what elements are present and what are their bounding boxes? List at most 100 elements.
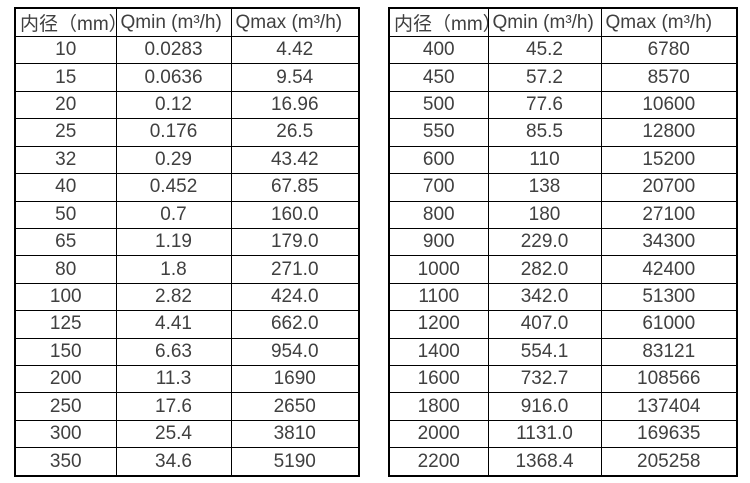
table-cell: 25: [14, 118, 117, 147]
table-row: 1000 282.0 42400: [388, 255, 738, 284]
table-cell: 424.0: [230, 282, 360, 312]
table-cell: 15200: [600, 145, 738, 175]
table-row: 700 138 20700: [388, 173, 738, 202]
table-cell: 2650: [230, 392, 360, 421]
table-cell: 6.63: [115, 337, 232, 367]
table-row: 550 85.5 12800: [388, 118, 738, 147]
table-cell: 83121: [600, 337, 738, 367]
table-cell: 43.42: [230, 145, 360, 175]
table-cell: 67.85: [230, 173, 360, 202]
table-cell: 0.7: [115, 200, 232, 229]
table-cell: 0.29: [115, 145, 232, 175]
table-cell: 1.8: [115, 255, 232, 284]
table-row: 125 4.41 662.0: [14, 310, 360, 339]
table-cell: 34300: [600, 227, 738, 257]
table-cell: 10: [14, 35, 117, 65]
table-cell: 137404: [600, 392, 738, 421]
table-cell: 2200: [388, 447, 489, 477]
table-cell: 10600: [600, 90, 738, 120]
table-cell: 160.0: [230, 200, 360, 229]
table-cell: 0.0636: [115, 63, 232, 92]
table-cell: 20: [14, 90, 117, 120]
header-qmin: Qmin (m³/h): [487, 7, 602, 37]
table-row: 65 1.19 179.0: [14, 227, 360, 257]
table-row: 32 0.29 43.42: [14, 145, 360, 175]
table-cell: 1400: [388, 337, 489, 367]
table-cell: 40: [14, 173, 117, 202]
table-cell: 42400: [600, 255, 738, 284]
table-cell: 0.176: [115, 118, 232, 147]
table-cell: 2000: [388, 419, 489, 449]
table-cell: 80: [14, 255, 117, 284]
table-row: 1400 554.1 83121: [388, 337, 738, 367]
table-cell: 57.2: [487, 63, 602, 92]
table-row: 200 11.3 1690: [14, 365, 360, 394]
table-cell: 4.41: [115, 310, 232, 339]
table-cell: 3810: [230, 419, 360, 449]
table-cell: 6780: [600, 35, 738, 65]
header-qmax: Qmax (m³/h): [230, 7, 360, 37]
table-cell: 1100: [388, 282, 489, 312]
table-row: 25 0.176 26.5: [14, 118, 360, 147]
table-body: 10 0.0283 4.42 15 0.0636 9.54 20 0.12 16.96 25 0.1…: [14, 35, 360, 477]
table-cell: 229.0: [487, 227, 602, 257]
table-cell: 32: [14, 145, 117, 175]
table-cell: 1131.0: [487, 419, 602, 449]
table-cell: 500: [388, 90, 489, 120]
table-cell: 800: [388, 200, 489, 229]
table-row: 1200 407.0 61000: [388, 310, 738, 339]
table-row: 10 0.0283 4.42: [14, 35, 360, 65]
table-cell: 250: [14, 392, 117, 421]
table-cell: 179.0: [230, 227, 360, 257]
table-cell: 282.0: [487, 255, 602, 284]
table-cell: 300: [14, 419, 117, 449]
table-row: 2200 1368.4 205258: [388, 447, 738, 477]
table-row: 500 77.6 10600: [388, 90, 738, 120]
table-row: 20 0.12 16.96: [14, 90, 360, 120]
table-cell: 108566: [600, 365, 738, 394]
table-cell: 125: [14, 310, 117, 339]
table-header-row: 内径（mm） Qmin (m³/h) Qmax (m³/h): [14, 7, 360, 37]
table-row: 100 2.82 424.0: [14, 282, 360, 312]
table-cell: 51300: [600, 282, 738, 312]
table-cell: 5190: [230, 447, 360, 477]
table-cell: 25.4: [115, 419, 232, 449]
table-cell: 15: [14, 63, 117, 92]
table-cell: 11.3: [115, 365, 232, 394]
table-cell: 12800: [600, 118, 738, 147]
table-cell: 138: [487, 173, 602, 202]
table-cell: 17.6: [115, 392, 232, 421]
table-cell: 1368.4: [487, 447, 602, 477]
table-row: 50 0.7 160.0: [14, 200, 360, 229]
table-row: 2000 1131.0 169635: [388, 419, 738, 449]
table-cell: 1800: [388, 392, 489, 421]
table-row: 40 0.452 67.85: [14, 173, 360, 202]
table-cell: 9.54: [230, 63, 360, 92]
table-cell: 0.12: [115, 90, 232, 120]
table-cell: 900: [388, 227, 489, 257]
header-inner-diameter: 内径（mm）: [388, 7, 489, 37]
table-row: 250 17.6 2650: [14, 392, 360, 421]
table-cell: 8570: [600, 63, 738, 92]
table-cell: 271.0: [230, 255, 360, 284]
table-cell: 27100: [600, 200, 738, 229]
table-cell: 1.19: [115, 227, 232, 257]
table-row: 900 229.0 34300: [388, 227, 738, 257]
table-cell: 1600: [388, 365, 489, 394]
table-row: 15 0.0636 9.54: [14, 63, 360, 92]
table-row: 80 1.8 271.0: [14, 255, 360, 284]
flow-spec-table-large-diameter: 内径（mm） Qmin (m³/h) Qmax (m³/h) 40045.267…: [388, 7, 738, 477]
flow-spec-table-small-diameter: 内径（mm） Qmin (m³/h) Qmax (m³/h) 100.02834…: [14, 7, 360, 477]
table-cell: 0.452: [115, 173, 232, 202]
table-cell: 407.0: [487, 310, 602, 339]
table-cell: 954.0: [230, 337, 360, 367]
table-row: 450 57.2 8570: [388, 63, 738, 92]
table-row: 1100 342.0 51300: [388, 282, 738, 312]
table-cell: 700: [388, 173, 489, 202]
header-qmin: Qmin (m³/h): [115, 7, 232, 37]
table-cell: 350: [14, 447, 117, 477]
table-cell: 554.1: [487, 337, 602, 367]
table-cell: 110: [487, 145, 602, 175]
table-cell: 34.6: [115, 447, 232, 477]
